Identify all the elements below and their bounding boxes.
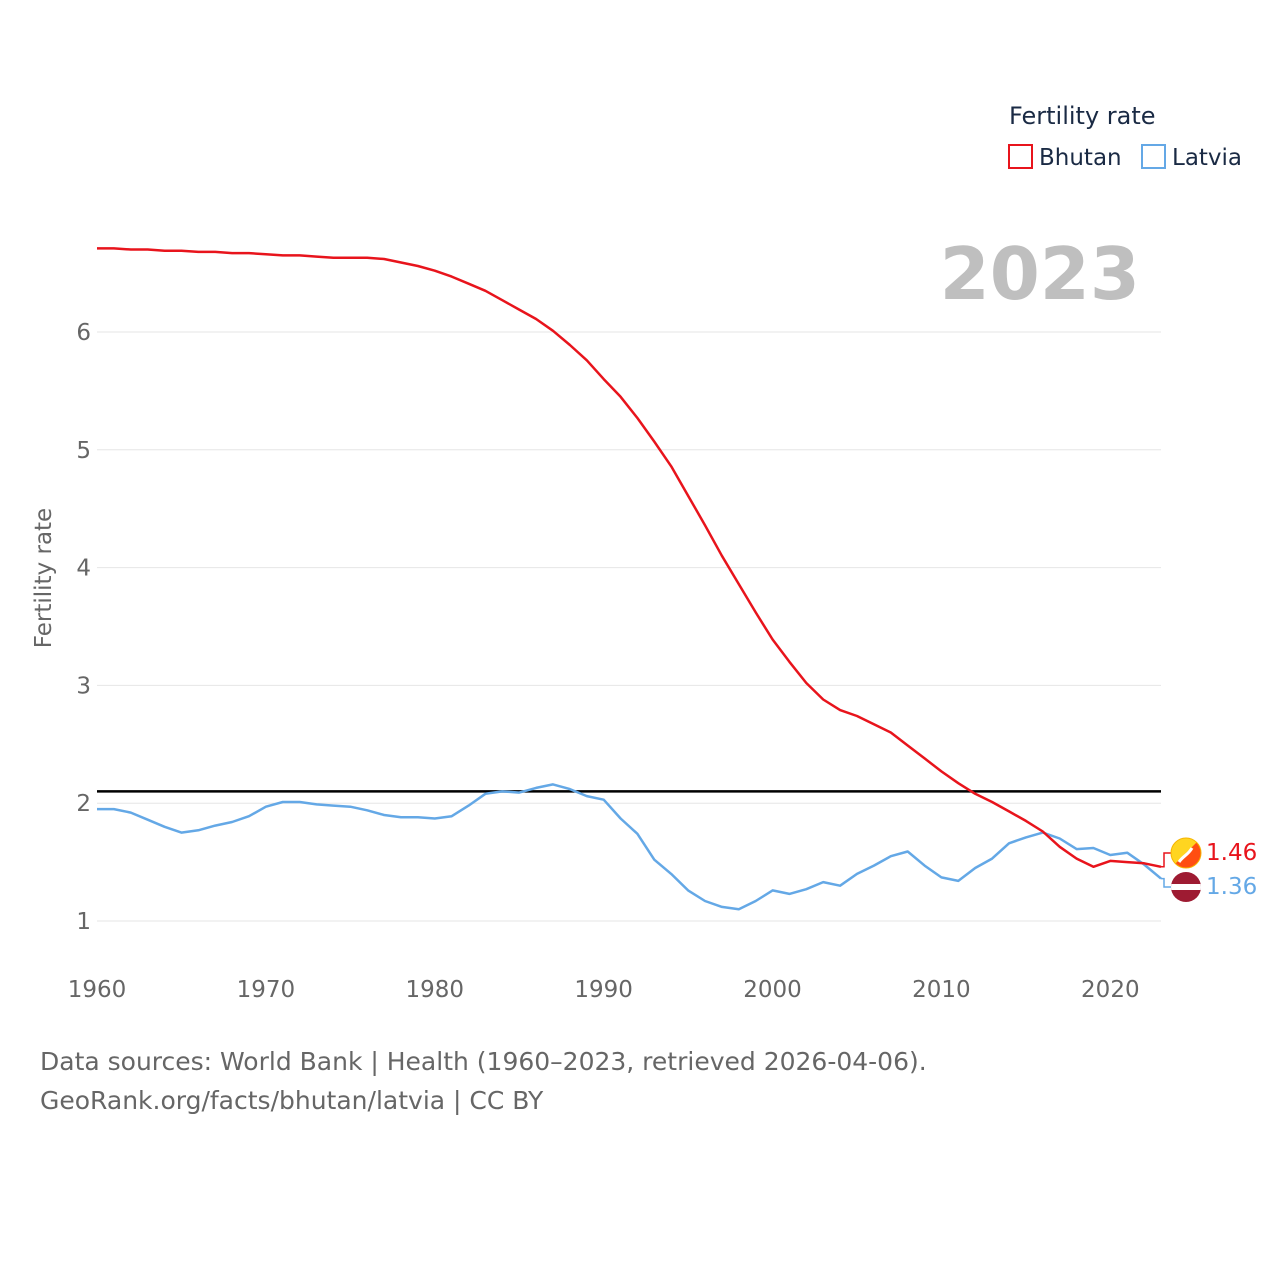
y-axis-ticks: 1 2 3 4 5 6 <box>76 320 91 935</box>
y-tick-label: 3 <box>76 673 91 699</box>
x-tick-label: 1980 <box>406 977 465 1003</box>
bhutan-series-line[interactable] <box>97 247 1162 869</box>
bhutan-end-connector <box>1161 852 1171 868</box>
bhutan-legend-label: Bhutan <box>1039 145 1122 171</box>
latvia-series-line[interactable] <box>97 783 1162 911</box>
x-tick-label: 2000 <box>743 977 802 1003</box>
x-axis-ticks: 1960 1970 1980 1990 2000 2010 2020 <box>68 977 1140 1003</box>
x-tick-label: 2020 <box>1081 977 1140 1003</box>
latvia-end-connector <box>1161 877 1171 888</box>
grid-lines <box>97 331 1161 922</box>
y-tick-label: 1 <box>76 909 91 935</box>
legend-item-bhutan[interactable]: Bhutan <box>1008 144 1122 171</box>
legend-item-latvia[interactable]: Latvia <box>1141 144 1242 171</box>
latvia-end-value: 1.36 <box>1206 874 1257 900</box>
latvia-flag-icon <box>1171 872 1201 902</box>
x-tick-label: 1960 <box>68 977 127 1003</box>
bhutan-end-value: 1.46 <box>1206 840 1257 866</box>
y-tick-label: 2 <box>76 791 91 817</box>
x-tick-label: 1970 <box>237 977 296 1003</box>
bhutan-legend-swatch <box>1008 144 1033 169</box>
y-axis-title: Fertility rate <box>31 508 57 648</box>
y-tick-label: 6 <box>76 320 91 346</box>
source-url-text[interactable]: GeoRank.org/facts/bhutan/latvia | CC BY <box>40 1086 544 1115</box>
legend-title: Fertility rate <box>1009 102 1156 130</box>
year-watermark: 2023 <box>940 232 1140 316</box>
x-tick-label: 1990 <box>574 977 633 1003</box>
data-source-footer: Data sources: World Bank | Health (1960–… <box>40 1042 927 1120</box>
latvia-legend-swatch <box>1141 144 1166 169</box>
latvia-legend-label: Latvia <box>1172 145 1242 171</box>
y-tick-label: 5 <box>76 438 91 464</box>
bhutan-flag-icon <box>1171 838 1201 868</box>
legend: Fertility rate Bhutan Latvia <box>1008 102 1242 171</box>
x-tick-label: 2010 <box>912 977 971 1003</box>
data-source-text: Data sources: World Bank | Health (1960–… <box>40 1047 927 1076</box>
y-tick-label: 4 <box>76 556 91 582</box>
